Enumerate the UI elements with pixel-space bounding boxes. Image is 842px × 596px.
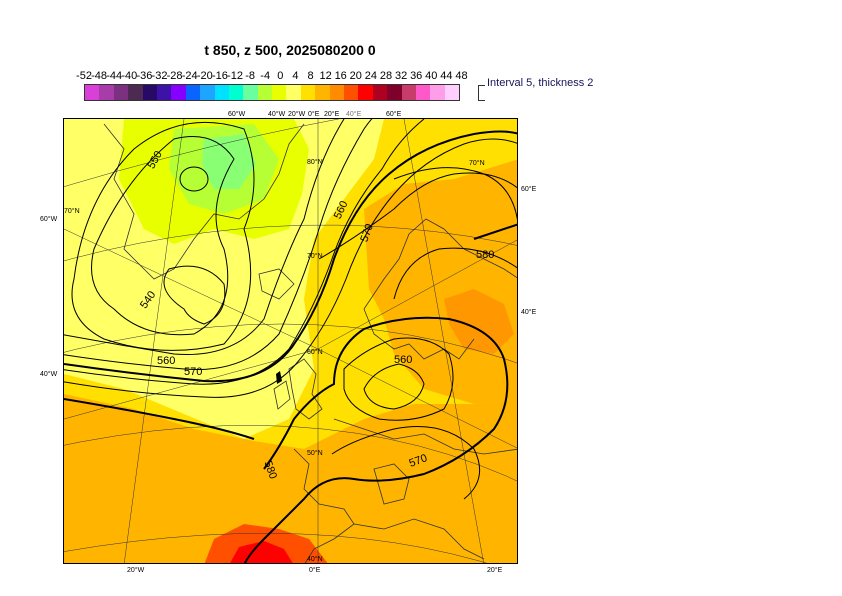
legend-tick-label: -48 (91, 70, 108, 82)
legend-swatch (387, 85, 402, 100)
legend-swatch (243, 85, 258, 100)
longitude-label-right: 40°E (521, 309, 537, 316)
field-hot-east (444, 289, 514, 354)
longitude-label-top: 20°W (288, 111, 306, 118)
legend-swatch (214, 85, 229, 100)
legend-tick-label: -16 (211, 70, 228, 82)
legend-tick-label: -24 (181, 70, 198, 82)
legend-swatch (300, 85, 316, 100)
legend-tick-label: 28 (379, 70, 393, 82)
legend-tick-label: 0 (277, 70, 284, 82)
latitude-label: 40°N (307, 556, 323, 563)
legend-swatch (315, 85, 330, 100)
coastlines (103, 123, 517, 563)
latitude-label: 80°N (307, 159, 323, 166)
legend-tick-label: 36 (410, 70, 423, 82)
legend-swatch (257, 85, 273, 100)
longitude-label-top: 20°E (324, 111, 340, 118)
legend-swatch (344, 85, 359, 100)
latitude-label: 50°N (307, 450, 323, 457)
longitude-label-top: 0°E (308, 111, 320, 118)
color-legend-bar (84, 84, 461, 101)
legend-tick-label: 4 (292, 70, 299, 82)
longitude-label-bottom: 0°E (309, 567, 321, 574)
legend-swatch (228, 85, 244, 100)
weather-map: 550 540 560 570 560 570 580 560 570 580 … (63, 118, 518, 564)
legend-swatch (372, 85, 388, 100)
legend-tick-label: 48 (455, 70, 468, 82)
latitude-label: 70°N (64, 208, 80, 215)
longitude-label-right: 60°E (521, 186, 537, 193)
legend-tick-label: -20 (196, 70, 213, 82)
map-canvas (64, 119, 517, 563)
legend-swatch (128, 85, 143, 100)
legend-swatch (142, 85, 157, 100)
legend-tick-label: 44 (440, 70, 453, 82)
legend-tick-label: -40 (121, 70, 138, 82)
longitude-label-bottom: 20°W (127, 567, 145, 574)
legend-tick-label: 40 (425, 70, 438, 82)
longitude-label-left: 40°W (40, 371, 58, 378)
legend-tick-label: -32 (151, 70, 168, 82)
legend-swatch (329, 85, 345, 100)
geopotential-contours (64, 119, 517, 500)
contour-label: 560 (157, 355, 176, 367)
latitude-label: 70°N (307, 253, 323, 260)
legend-interval-note: Interval 5, thickness 2 (487, 77, 594, 89)
legend-tick-label: -8 (245, 70, 255, 82)
legend-swatch (415, 85, 431, 100)
field-hot-spot-2 (230, 541, 293, 563)
contour-label: 580 (476, 249, 495, 261)
field-warm-south (64, 394, 517, 563)
contour-label: 560 (394, 354, 413, 366)
latitude-label: 60°N (307, 349, 323, 356)
field-cold-green-3 (202, 134, 256, 189)
legend-swatch (401, 85, 416, 100)
graticule (64, 119, 517, 563)
thick-contours (64, 130, 517, 563)
longitude-label-top: 60°E (386, 111, 402, 118)
legend-swatch (99, 85, 114, 100)
longitude-label-top: 60°W (228, 111, 246, 118)
legend-swatch (286, 85, 301, 100)
longitude-label-top: 40°E (346, 111, 362, 118)
legend-tick-label: 16 (334, 70, 347, 82)
legend-tick-label: -36 (136, 70, 153, 82)
legend-swatch (430, 85, 445, 100)
legend-tick-label: -44 (106, 70, 123, 82)
legend-swatch (358, 85, 373, 100)
longitude-label-top: 40°W (268, 111, 286, 118)
legend-swatch (171, 85, 186, 100)
legend-swatch (200, 85, 215, 100)
legend-tick-label: 32 (394, 70, 408, 82)
legend-bracket (478, 85, 485, 101)
legend-tick-label: -12 (227, 70, 243, 82)
legend-tick-label: 20 (349, 70, 362, 82)
contour-label: 570 (184, 366, 203, 378)
legend-tick-label: -28 (166, 70, 183, 82)
legend-tick-label: -4 (260, 70, 271, 82)
small-dark-spot (276, 371, 282, 384)
legend-swatch (185, 85, 201, 100)
legend-tick-label: 8 (307, 70, 314, 82)
legend-tick-label: 12 (319, 70, 332, 82)
legend-swatch (113, 85, 129, 100)
longitude-label-bottom: 20°E (487, 567, 503, 574)
legend-swatch (156, 85, 172, 100)
longitude-label-left: 60°W (40, 216, 58, 223)
chart-title: t 850, z 500, 2025080200 0 (204, 42, 376, 58)
legend-swatch (85, 85, 100, 100)
latitude-label: 70°N (469, 160, 485, 167)
legend-tick-labels: -52 -48 -44 -40 -36 -32 -28 -24 -20 -16 -12 -8 -4 0 4 8… (76, 70, 488, 84)
legend-tick-label: 24 (364, 70, 378, 82)
legend-tick-label: -52 (76, 70, 92, 82)
legend-swatch (444, 85, 460, 100)
legend-swatch (272, 85, 287, 100)
